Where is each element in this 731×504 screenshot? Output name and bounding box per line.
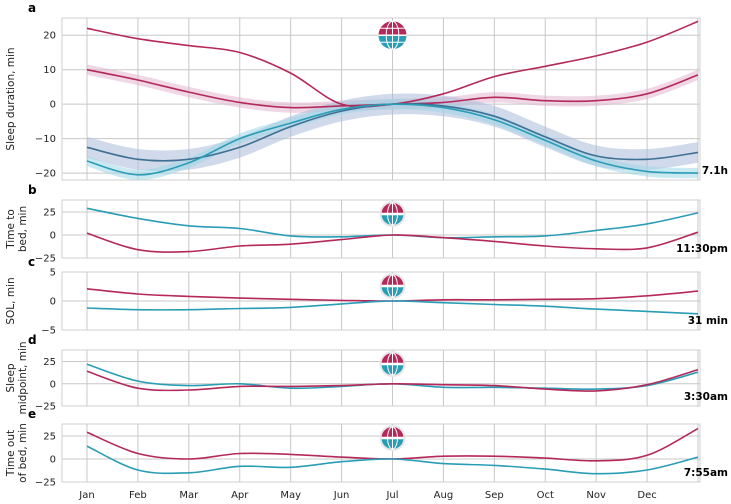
x-tick-label: Oct: [537, 490, 554, 501]
y-tick-label: −25: [35, 254, 56, 265]
y-tick-label: 0: [50, 230, 56, 241]
panel-label: e: [28, 407, 36, 421]
panel-label: c: [28, 255, 35, 269]
y-tick-label: 10: [43, 65, 56, 76]
panel-b: −25 0 25 b Time to bed, min 11:30pm: [5, 183, 728, 265]
panel-e: −25 0 25 e Time out of bed, min 7:55am: [5, 407, 728, 489]
series-line-crimson: [86, 231, 699, 253]
y-axis-label: Time out: [5, 430, 17, 477]
baseline-value: 7.1h: [702, 165, 728, 177]
baseline-value: 3:30am: [684, 391, 728, 403]
y-tick-label: 0: [50, 454, 56, 465]
y-axis-label: SOL, min: [5, 277, 17, 324]
series-line-teal: [86, 300, 699, 315]
x-axis: Jan Feb Mar Apr May Jun Jul Aug Sep Oct Nov Dec: [78, 490, 656, 501]
y-axis-label: bed, min: [17, 206, 29, 252]
x-tick-label: Nov: [586, 490, 606, 501]
panel-c: −5 0 5 c SOL, min 31 min: [5, 255, 728, 337]
y-tick-label: 25: [43, 357, 56, 368]
y-axis-label: Sleep: [5, 363, 17, 393]
baseline-value: 7:55am: [684, 467, 728, 479]
x-tick-label: Jun: [333, 490, 350, 501]
panel-label: d: [28, 333, 37, 347]
x-tick-label: Aug: [434, 490, 454, 501]
x-tick-label: May: [280, 490, 301, 501]
y-tick-label: −25: [35, 478, 56, 489]
x-tick-label: Mar: [179, 490, 199, 501]
plot-frame: [61, 423, 701, 483]
y-tick-label: 0: [50, 379, 56, 390]
x-tick-label: Jul: [385, 490, 398, 501]
x-tick-label: Feb: [129, 490, 147, 501]
globe-icon: [379, 425, 406, 451]
panel-label: b: [28, 183, 37, 197]
globe-icon: [379, 273, 406, 299]
y-tick-label: −5: [41, 326, 56, 337]
baseline-value: 11:30pm: [676, 243, 728, 255]
globe-icon: [379, 351, 406, 377]
y-tick-label: −20: [35, 169, 56, 180]
y-tick-label: 25: [43, 207, 56, 218]
x-tick-label: Sep: [485, 490, 504, 501]
y-axis-label: midpoint, min: [17, 341, 29, 414]
globe-icon: [379, 201, 406, 227]
y-tick-label: 0: [50, 100, 56, 111]
y-tick-label: −10: [35, 134, 56, 145]
series-band-slate-band: [87, 93, 698, 172]
plot-frame: [61, 17, 701, 181]
x-tick-label: Dec: [637, 490, 656, 501]
series-line-teal: [86, 445, 699, 475]
y-tick-label: 20: [43, 31, 56, 42]
panel-d: −25 0 25 d Sleep midpoint, min 3:30am: [5, 333, 728, 415]
plot-frame: [61, 271, 701, 331]
x-tick-label: Jan: [78, 490, 94, 501]
y-axis-label: Time to: [5, 209, 17, 250]
panel-label: a: [28, 1, 36, 15]
y-axis-label: of bed, min: [17, 423, 29, 483]
globe-icon: [378, 20, 407, 50]
y-tick-label: 0: [50, 297, 56, 308]
panel-a: −20 −10 0 10 20 a Sleep duration, min 7.1h: [5, 1, 728, 181]
plot-frame: [61, 199, 701, 259]
series-line-teal-band: [86, 103, 699, 176]
panels: −20 −10 0 10 20 a Sleep duration, min 7.1h −25 0 2…: [5, 1, 728, 489]
plot-frame: [61, 349, 701, 407]
baseline-value: 31 min: [688, 315, 728, 327]
y-tick-label: 5: [50, 268, 56, 279]
y-tick-label: 25: [43, 431, 56, 442]
x-tick-label: Apr: [231, 490, 249, 501]
y-tick-label: −25: [35, 402, 56, 413]
series-band-teal-band: [87, 98, 698, 181]
y-axis-label: Sleep duration, min: [5, 47, 17, 150]
series-line-crimson: [86, 368, 699, 392]
